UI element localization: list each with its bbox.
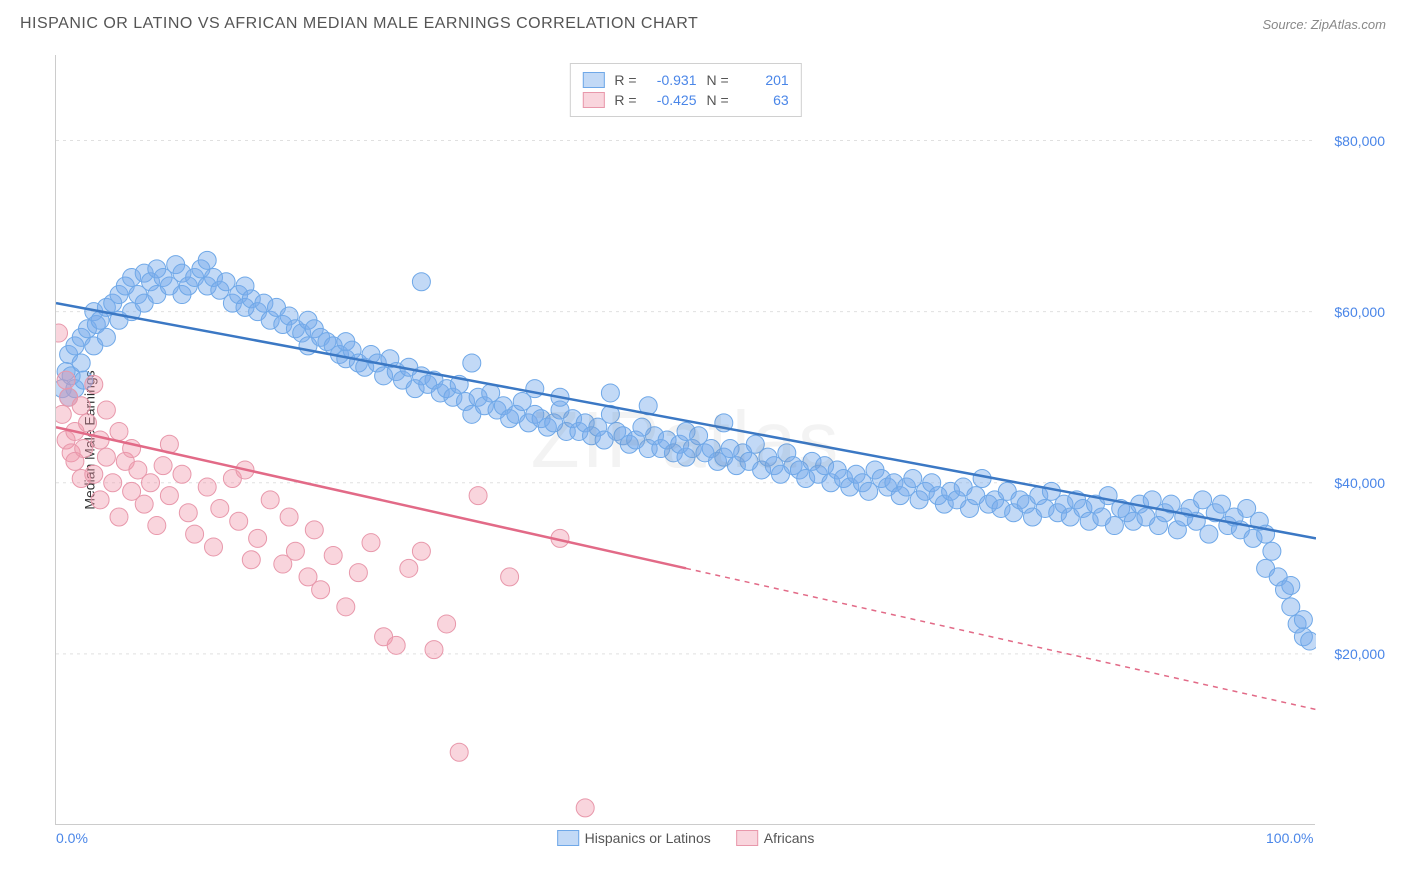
- legend-swatch: [582, 72, 604, 88]
- legend-series-item: Hispanics or Latinos: [557, 830, 711, 846]
- source-attribution: Source: ZipAtlas.com: [1262, 17, 1386, 32]
- y-tick-label: $20,000: [1334, 646, 1385, 662]
- legend-series-label: Africans: [764, 830, 815, 846]
- legend-swatch: [582, 92, 604, 108]
- x-tick-label: 0.0%: [56, 830, 88, 846]
- legend-series-item: Africans: [736, 830, 815, 846]
- n-label: N =: [707, 92, 729, 108]
- correlation-legend: R = -0.931 N = 201 R = -0.425 N = 63: [569, 63, 801, 117]
- legend-swatch: [736, 830, 758, 846]
- source-name: ZipAtlas.com: [1311, 17, 1386, 32]
- legend-swatch: [557, 830, 579, 846]
- legend-correlation-row: R = -0.425 N = 63: [582, 90, 788, 110]
- r-label: R =: [614, 92, 636, 108]
- chart-container: Median Male Earnings ZIPatlas R =-0.931N…: [55, 55, 1385, 825]
- r-value: -0.425: [647, 92, 697, 108]
- chart-title: HISPANIC OR LATINO VS AFRICAN MEDIAN MAL…: [20, 15, 698, 33]
- plot-area: ZIPatlas R =-0.931N =201R =-0.425N =63 H…: [55, 55, 1315, 825]
- x-tick-label: 100.0%: [1266, 830, 1313, 846]
- n-label: N =: [707, 72, 729, 88]
- legend-correlation-row: R = -0.931 N = 201: [582, 70, 788, 90]
- n-value: 63: [739, 92, 789, 108]
- n-value: 201: [739, 72, 789, 88]
- y-tick-label: $80,000: [1334, 133, 1385, 149]
- y-tick-label: $60,000: [1334, 304, 1385, 320]
- r-value: -0.931: [647, 72, 697, 88]
- legend-series-label: Hispanics or Latinos: [585, 830, 711, 846]
- y-tick-label: $40,000: [1334, 475, 1385, 491]
- series-legend: Hispanics or Latinos Africans: [557, 830, 815, 846]
- r-label: R =: [614, 72, 636, 88]
- source-label: Source:: [1262, 17, 1310, 32]
